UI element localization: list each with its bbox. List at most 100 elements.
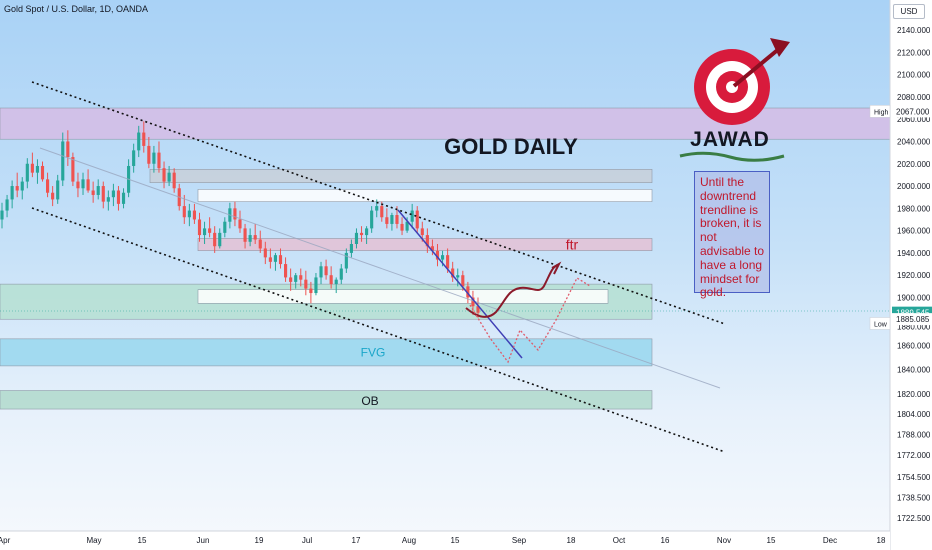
candle (304, 270, 308, 296)
candle-body (202, 228, 207, 236)
candle-body (20, 181, 24, 191)
candle-body (71, 157, 75, 182)
bullish-projection[interactable] (465, 265, 557, 318)
zone-rect[interactable] (197, 189, 653, 202)
candle-body (410, 210, 414, 222)
candle (162, 161, 166, 189)
candle (202, 221, 207, 244)
candle-body (294, 275, 298, 282)
candle (111, 183, 115, 207)
candle (91, 181, 95, 203)
candle-body (182, 206, 186, 218)
candle (101, 181, 105, 209)
zone-rect[interactable] (0, 338, 653, 367)
candle (5, 194, 9, 218)
candle-body (172, 172, 176, 189)
zone-rect[interactable] (197, 238, 653, 251)
candle-body (116, 190, 121, 204)
candle-body (238, 219, 242, 229)
candle (309, 281, 313, 304)
candle (76, 172, 80, 198)
time-tick-label: 17 (352, 536, 361, 545)
candle (430, 239, 434, 256)
candle-body (420, 228, 424, 236)
currency-button[interactable]: USD (893, 4, 925, 19)
candle-body (273, 255, 278, 262)
zone-rect[interactable] (0, 390, 653, 410)
candle-body (324, 266, 328, 276)
candle (294, 272, 298, 289)
zone-rect[interactable] (197, 289, 609, 304)
candle-body (253, 235, 257, 240)
candle (182, 194, 186, 224)
candle-body (339, 268, 343, 280)
candle-body (192, 210, 196, 220)
midline[interactable] (39, 147, 721, 389)
candle-body (385, 217, 389, 224)
price-axis[interactable]: 2140.000 2120.000 2100.000 2080.000 2060.000… (869, 0, 932, 550)
time-axis[interactable]: Apr May 15 Jun 19 Jul 17 Aug 15 Sep 18 Oct 16 Nov 15 De… (0, 530, 890, 550)
price-tick-label: 2120.000 (897, 48, 931, 57)
price-tick-label: 1754.500 (897, 473, 931, 482)
time-tick-label: 15 (767, 536, 776, 545)
candle-body (30, 163, 34, 173)
price-tick-label: 1788.000 (897, 430, 931, 439)
candle-body (218, 232, 222, 247)
candle-body (435, 250, 440, 260)
time-tick-label: Oct (613, 536, 626, 545)
low-tag: Low (874, 321, 888, 328)
candle-body (137, 132, 141, 151)
candle-body (395, 215, 399, 224)
alternate-projection[interactable] (469, 277, 591, 364)
candle (410, 203, 414, 229)
high-tag: High (874, 109, 889, 116)
jawad-logo: JAWAD (679, 38, 790, 162)
upper-channel-line[interactable] (31, 81, 726, 325)
candle-body (0, 210, 4, 220)
candle-body (132, 150, 136, 166)
candle-body (329, 275, 333, 285)
candle (400, 217, 404, 236)
candle-body (451, 268, 455, 278)
downtrend-line[interactable] (397, 209, 523, 359)
time-axis-bg (0, 531, 890, 550)
candle-body (425, 235, 429, 247)
candle-body (40, 165, 45, 180)
price-tick-label: 2100.000 (897, 71, 931, 80)
candle-body (390, 215, 394, 224)
candle-body (111, 190, 115, 198)
candle (20, 177, 24, 200)
zone-rect[interactable] (149, 169, 653, 183)
candle (299, 268, 303, 287)
candle (223, 217, 227, 238)
candle (208, 217, 212, 238)
candle-body (223, 221, 227, 233)
zone-label-ob: OB (361, 394, 378, 408)
candle-body (187, 210, 191, 218)
candle-body (446, 255, 450, 269)
candle (147, 137, 151, 169)
candle-body (461, 275, 465, 287)
price-tick-label: 2000.000 (897, 182, 931, 191)
candle-body (405, 221, 409, 231)
candle-body (51, 192, 55, 200)
candle-layer (0, 121, 480, 318)
candle (425, 228, 429, 253)
candle (370, 206, 374, 233)
candle-body (81, 179, 85, 189)
candle-body (167, 172, 171, 182)
candle-body (258, 239, 262, 249)
price-tick-label: 1920.000 (897, 271, 931, 280)
logo-text: JAWAD (690, 128, 770, 151)
candle (319, 261, 323, 285)
candle (157, 141, 161, 173)
candle (86, 169, 90, 193)
candle-body (35, 165, 40, 173)
time-tick-label: Jul (302, 536, 312, 545)
price-tick-label: 2060.000 (897, 115, 931, 124)
candle (137, 125, 141, 158)
time-tick-label: 19 (255, 536, 264, 545)
candle (142, 121, 146, 153)
